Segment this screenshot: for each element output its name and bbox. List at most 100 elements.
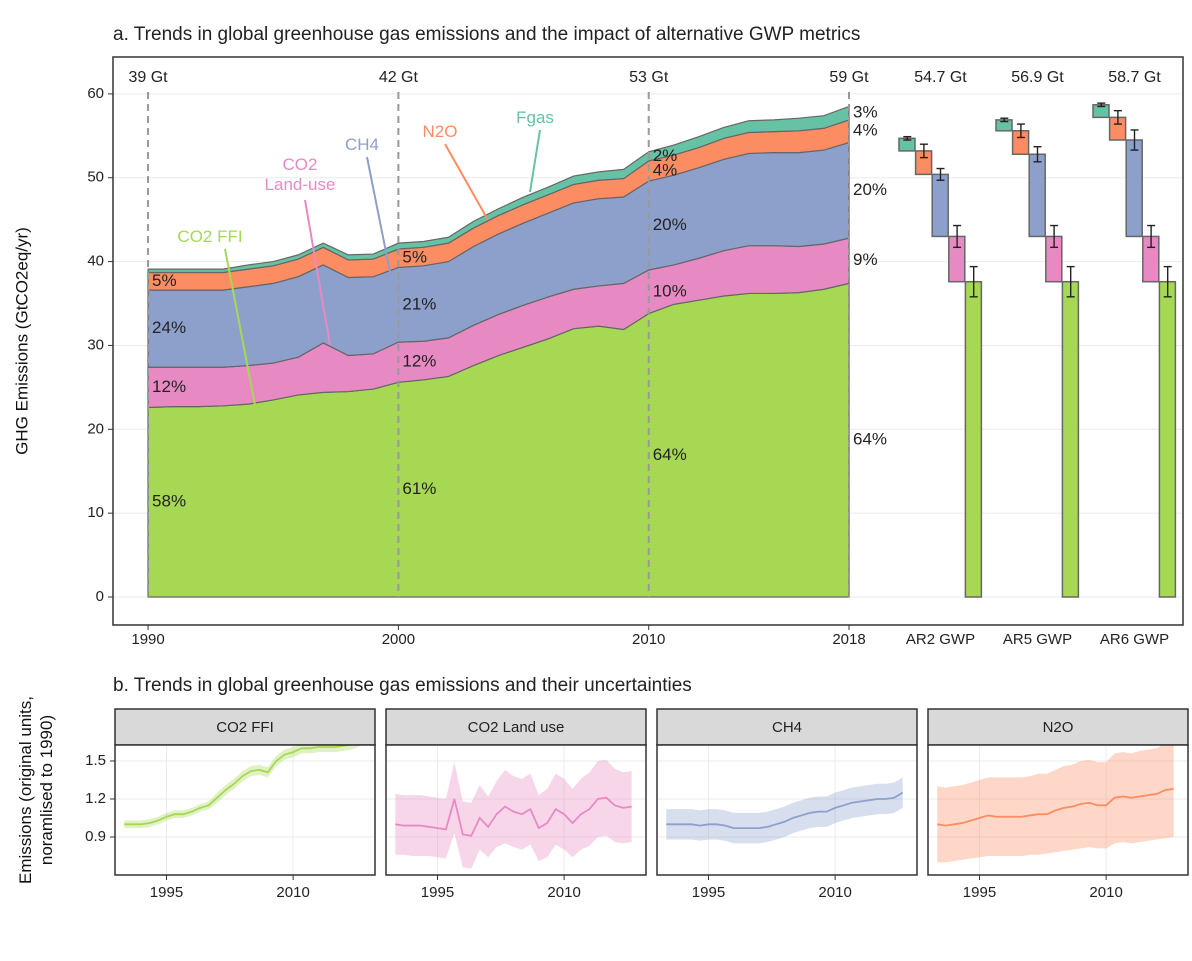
label-leader <box>529 129 541 193</box>
share-label: 4% <box>653 161 678 180</box>
label-leader <box>304 199 331 346</box>
uncertainty-band <box>395 759 632 869</box>
gwp-bar <box>1125 139 1143 238</box>
error-bar <box>953 224 962 249</box>
error-bar <box>1016 123 1025 139</box>
share-label: 12% <box>402 352 436 371</box>
x-tick-label: 2010 <box>1089 884 1122 901</box>
panel-b-title: b. Trends in global greenhouse gas emiss… <box>113 675 692 696</box>
share-label: 58% <box>152 492 186 511</box>
gwp-label: AR5 GWP <box>1003 631 1072 648</box>
y-tick-label: 20 <box>87 420 104 437</box>
label-leader <box>224 248 256 406</box>
panel-background <box>115 745 375 875</box>
gwp-bar <box>1028 153 1046 238</box>
error-bar <box>903 135 912 141</box>
gwp-bar <box>1158 280 1177 598</box>
area-label: CO2 FFI <box>177 227 243 246</box>
error-bar <box>1000 117 1009 123</box>
strip <box>385 708 647 746</box>
share-label: 24% <box>152 318 186 337</box>
y-tick-label: 1.2 <box>85 790 106 807</box>
gwp-bar <box>931 173 949 238</box>
panel-b-y-label: Emissions (original units, noramlised to… <box>16 696 56 885</box>
gwp-total: 58.7 Gt <box>1108 69 1161 86</box>
gwp-bar <box>964 280 983 598</box>
share-label: 20% <box>853 180 887 199</box>
share-label: 10% <box>653 281 687 300</box>
area-label: N2O <box>422 122 458 141</box>
label-leader <box>444 143 489 221</box>
share-label: 9% <box>853 250 878 269</box>
strip <box>927 708 1189 746</box>
area-label: CH4 <box>344 135 380 154</box>
gwp-total: 54.7 Gt <box>914 69 967 86</box>
area-label: Fgas <box>516 108 554 127</box>
panel-a-y-label: GHG Emissions (GtCO2eq/yr) <box>12 227 32 455</box>
gwp-label: AR2 GWP <box>906 631 975 648</box>
y-tick-label: 30 <box>87 336 104 353</box>
error-bar <box>936 167 945 181</box>
x-tick-label: 1995 <box>421 884 454 901</box>
share-label: 12% <box>152 377 186 396</box>
plot-frame <box>112 56 1184 626</box>
uncertainty-band <box>937 745 1174 863</box>
panel-a-title: a. Trends in global greenhouse gas emiss… <box>113 24 860 45</box>
strip <box>114 708 376 746</box>
label-leader <box>366 156 391 273</box>
x-tick-label: 1995 <box>150 884 183 901</box>
x-tick-label: 1995 <box>963 884 996 901</box>
share-label: 61% <box>402 479 436 498</box>
panel-frame <box>656 744 918 876</box>
strip-label: N2O <box>1043 719 1074 736</box>
panel-frame <box>927 744 1189 876</box>
milestone-total: 59 Gt <box>829 69 869 86</box>
x-tick-label: 2010 <box>276 884 309 901</box>
gwp-total: 56.9 Gt <box>1011 69 1064 86</box>
share-label: 5% <box>402 248 427 267</box>
share-label: 5% <box>152 271 177 290</box>
panel-background <box>386 745 646 875</box>
y-tick-label: 0.9 <box>85 828 106 845</box>
y-tick-label: 50 <box>87 169 104 186</box>
y-tick-label: 60 <box>87 85 104 102</box>
error-bar <box>1033 146 1042 163</box>
panel-frame <box>114 744 376 876</box>
x-tick-label: 2010 <box>547 884 580 901</box>
y-tick-label: 1.5 <box>85 752 106 769</box>
panel-background <box>657 745 917 875</box>
line <box>395 796 632 837</box>
area-label: CO2 Land-use <box>264 155 336 194</box>
x-tick-label: 2010 <box>632 631 665 648</box>
error-bar <box>1050 224 1059 249</box>
error-bar <box>1163 265 1172 298</box>
strip-label: CH4 <box>772 719 802 736</box>
x-tick-label: 2018 <box>832 631 865 648</box>
share-label: 2% <box>653 146 678 165</box>
line <box>666 791 904 830</box>
share-label: 64% <box>653 445 687 464</box>
strip <box>656 708 918 746</box>
error-bar <box>1097 102 1106 108</box>
error-bar <box>1113 109 1122 125</box>
panel-frame <box>385 744 647 876</box>
line <box>124 745 354 826</box>
x-tick-label: 1990 <box>131 631 164 648</box>
uncertainty-band <box>666 777 903 844</box>
share-label: 4% <box>853 121 878 140</box>
milestone-total: 42 Gt <box>379 69 419 86</box>
error-bar <box>969 265 978 298</box>
milestone-total: 39 Gt <box>128 69 168 86</box>
gwp-label: AR6 GWP <box>1100 631 1169 648</box>
error-bar <box>1147 224 1156 249</box>
y-tick-label: 10 <box>87 504 104 521</box>
share-label: 3% <box>853 103 878 122</box>
x-tick-label: 2010 <box>818 884 851 901</box>
y-tick-label: 0 <box>96 588 104 605</box>
x-tick-label: 1995 <box>692 884 725 901</box>
milestone-total: 53 Gt <box>629 69 669 86</box>
strip-label: CO2 Land use <box>468 719 565 736</box>
share-label: 20% <box>653 215 687 234</box>
